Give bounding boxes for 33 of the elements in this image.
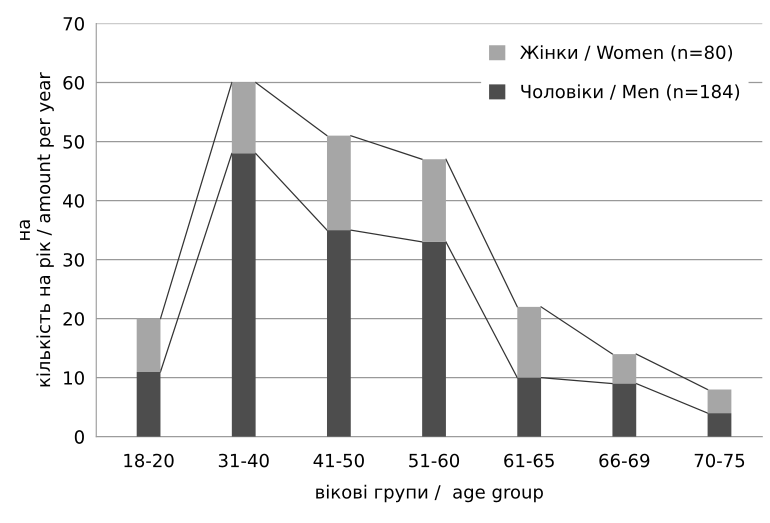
bar [422,242,446,437]
bar [232,153,256,437]
y-tick-label: 30 [64,253,84,267]
x-tick-label: 61-65 [504,454,554,468]
bar [326,230,351,437]
x-tick-label: 66-69 [599,454,650,468]
y-axis-title: на кількість на рік / amount per year [20,72,54,386]
bar [517,306,542,378]
y-tick-label: 50 [64,135,84,149]
x-tick-label: 70-75 [694,454,744,468]
bar [612,354,636,384]
x-tick-label: 51-60 [409,454,460,468]
bar [136,318,160,372]
y-tick-label: 40 [63,194,84,208]
y-tick-label: 0 [74,430,84,444]
legend-label: Жінки / Women (n=80) [520,45,732,62]
legend-label: Чоловіки / Men (n=184) [521,84,740,100]
bar [422,159,446,242]
y-tick-label: 20 [63,312,84,326]
x-axis-title: вікові групи / age group [316,484,543,502]
y-tick-label: 70 [64,16,84,31]
bar [708,413,732,437]
bar [326,136,351,230]
y-tick-label: 60 [63,76,84,90]
bar [136,372,160,437]
bar [708,389,732,414]
x-tick-label: 31-40 [218,454,269,468]
bar [612,384,636,437]
bar [517,378,542,437]
y-tick-label: 10 [64,371,84,385]
x-tick-label: 41-50 [314,454,364,468]
x-tick-label: 18-20 [124,454,174,468]
bar [232,82,256,154]
